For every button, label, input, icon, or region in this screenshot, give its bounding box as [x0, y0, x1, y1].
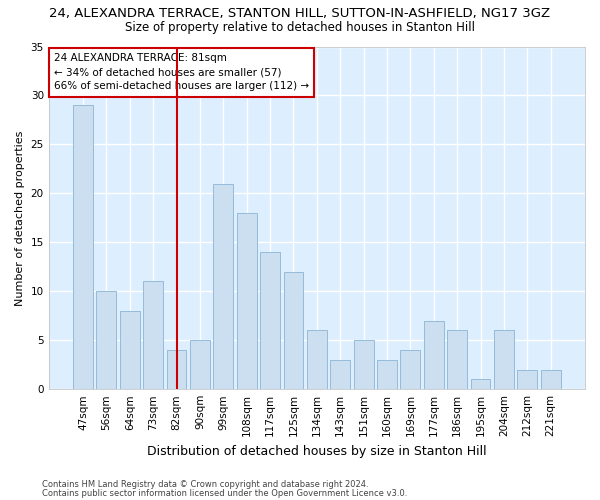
- Bar: [400, 350, 421, 389]
- Bar: [190, 340, 210, 389]
- Text: Size of property relative to detached houses in Stanton Hill: Size of property relative to detached ho…: [125, 21, 475, 34]
- Text: 24 ALEXANDRA TERRACE: 81sqm
← 34% of detached houses are smaller (57)
66% of sem: 24 ALEXANDRA TERRACE: 81sqm ← 34% of det…: [54, 54, 309, 92]
- X-axis label: Distribution of detached houses by size in Stanton Hill: Distribution of detached houses by size …: [147, 444, 487, 458]
- Bar: [143, 282, 163, 389]
- Bar: [97, 292, 116, 389]
- Bar: [167, 350, 187, 389]
- Bar: [330, 360, 350, 389]
- Bar: [284, 272, 304, 389]
- Bar: [447, 330, 467, 389]
- Bar: [424, 320, 443, 389]
- Bar: [377, 360, 397, 389]
- Bar: [120, 311, 140, 389]
- Bar: [517, 370, 537, 389]
- Y-axis label: Number of detached properties: Number of detached properties: [15, 130, 25, 306]
- Bar: [494, 330, 514, 389]
- Text: Contains HM Land Registry data © Crown copyright and database right 2024.: Contains HM Land Registry data © Crown c…: [42, 480, 368, 489]
- Bar: [73, 105, 93, 389]
- Bar: [260, 252, 280, 389]
- Text: Contains public sector information licensed under the Open Government Licence v3: Contains public sector information licen…: [42, 488, 407, 498]
- Bar: [470, 380, 490, 389]
- Bar: [214, 184, 233, 389]
- Bar: [237, 213, 257, 389]
- Bar: [541, 370, 560, 389]
- Bar: [307, 330, 327, 389]
- Text: 24, ALEXANDRA TERRACE, STANTON HILL, SUTTON-IN-ASHFIELD, NG17 3GZ: 24, ALEXANDRA TERRACE, STANTON HILL, SUT…: [49, 8, 551, 20]
- Bar: [353, 340, 374, 389]
